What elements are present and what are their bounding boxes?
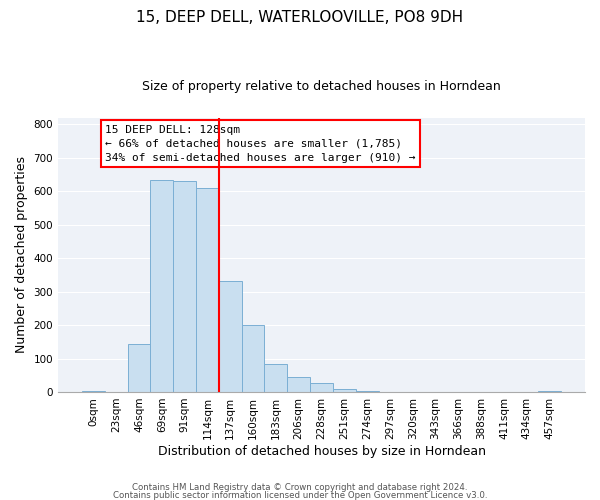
Bar [333,388,356,392]
Bar [310,382,333,392]
Bar [151,180,173,392]
Bar [287,376,310,392]
Bar [128,344,151,392]
Text: Contains public sector information licensed under the Open Government Licence v3: Contains public sector information licen… [113,490,487,500]
Text: Contains HM Land Registry data © Crown copyright and database right 2024.: Contains HM Land Registry data © Crown c… [132,484,468,492]
Bar [265,364,287,392]
Bar [196,188,219,392]
X-axis label: Distribution of detached houses by size in Horndean: Distribution of detached houses by size … [158,444,485,458]
Text: 15, DEEP DELL, WATERLOOVILLE, PO8 9DH: 15, DEEP DELL, WATERLOOVILLE, PO8 9DH [136,10,464,25]
Bar [242,325,265,392]
Title: Size of property relative to detached houses in Horndean: Size of property relative to detached ho… [142,80,501,93]
Bar [173,180,196,392]
Bar [219,281,242,392]
Y-axis label: Number of detached properties: Number of detached properties [15,156,28,354]
Text: 15 DEEP DELL: 128sqm
← 66% of detached houses are smaller (1,785)
34% of semi-de: 15 DEEP DELL: 128sqm ← 66% of detached h… [106,124,416,162]
